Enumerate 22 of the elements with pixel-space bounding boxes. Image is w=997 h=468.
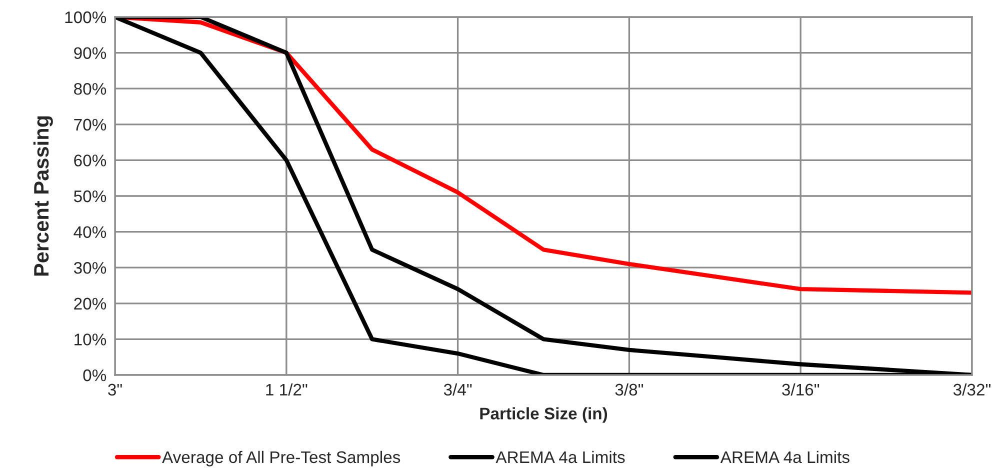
x-tick-label: 3/16" bbox=[782, 383, 820, 396]
x-tick-label: 1 1/2" bbox=[266, 383, 308, 396]
legend-label: AREMA 4a Limits bbox=[496, 450, 625, 464]
y-tick-label: 100% bbox=[65, 11, 106, 24]
y-tick-label: 30% bbox=[74, 262, 106, 274]
x-tick-label: 3" bbox=[108, 384, 122, 396]
x-axis-title: Particle Size (in) bbox=[480, 407, 608, 423]
y-tick-label: 10% bbox=[74, 334, 106, 346]
y-tick-label: 80% bbox=[74, 83, 106, 95]
x-tick-label: 3/8" bbox=[615, 383, 644, 396]
y-tick-label: 40% bbox=[74, 226, 106, 238]
y-tick-label: 0% bbox=[83, 369, 106, 382]
y-axis-title: Percent Passing bbox=[33, 116, 53, 276]
legend-label: Average of All Pre-Test Samples bbox=[162, 450, 400, 466]
y-tick-label: 90% bbox=[74, 47, 106, 60]
legend-label: AREMA 4a Limits bbox=[720, 450, 850, 464]
y-tick-label: 60% bbox=[74, 154, 106, 166]
x-tick-label: 3/32" bbox=[953, 383, 990, 396]
x-tick-label: 3/4" bbox=[444, 383, 472, 396]
y-tick-label: 50% bbox=[74, 190, 106, 202]
y-tick-label: 70% bbox=[74, 118, 106, 131]
y-tick-label: 20% bbox=[74, 298, 106, 310]
